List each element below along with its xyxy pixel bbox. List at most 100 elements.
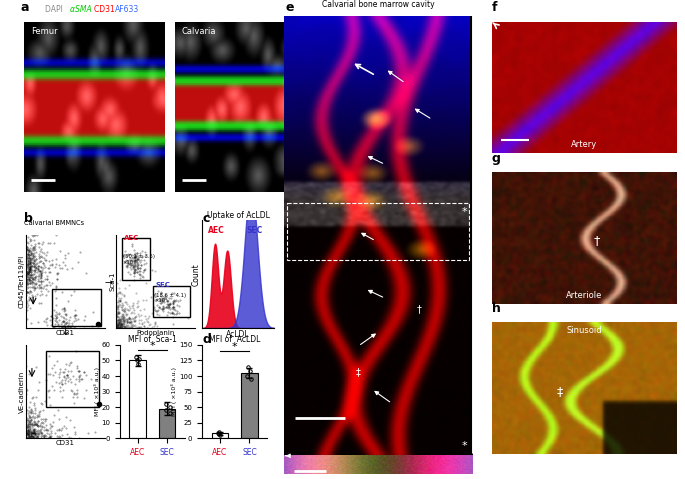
Point [36,433,47,441]
Point [22,246,33,253]
Point [50,255,61,263]
Point [28,426,39,433]
Point [138,322,149,330]
Point [65,434,76,442]
Point [137,247,148,255]
Point [132,249,142,257]
Point [113,302,124,310]
Point [158,297,169,305]
Point [119,317,130,324]
Point [113,308,124,316]
Point [122,318,133,325]
Point [167,303,178,310]
Point [136,323,147,331]
Point [69,390,80,398]
Point [31,272,42,280]
Point [75,376,86,383]
Point [52,426,63,434]
Point [119,293,129,300]
Point [162,301,173,309]
Point [21,423,32,431]
Text: f: f [492,0,497,13]
Point [29,276,40,284]
Text: †: † [416,305,421,315]
Point [28,258,39,265]
Point [142,319,153,326]
Point [128,247,139,254]
Point [34,426,45,433]
Point [38,415,49,422]
Point [117,316,128,323]
Point [115,317,126,325]
Point [134,264,145,272]
Point [112,308,123,316]
Point [115,315,126,323]
Point [120,305,131,312]
Point [21,427,32,434]
Point [166,289,177,297]
Point [122,316,133,323]
Point [130,261,141,268]
Point [23,259,34,266]
Point [159,291,170,299]
Point [173,309,184,317]
Point [65,291,76,299]
Point [130,252,141,260]
Point [172,307,183,314]
Point [122,315,133,322]
Point [123,314,134,322]
Point [60,251,71,259]
Point [117,321,128,329]
Point [21,279,32,287]
Point [26,433,37,440]
Point [114,288,125,296]
Point [65,379,76,387]
Point [60,310,71,318]
Point [132,268,142,275]
Point [85,376,96,383]
Point [25,261,36,268]
Point [121,318,132,326]
Point [35,425,46,433]
Point [29,426,40,433]
Point [62,321,73,329]
Point [36,428,47,436]
Point [64,324,75,331]
Point [122,306,133,314]
Point [22,246,33,253]
Point [24,265,35,273]
Point [30,281,41,288]
Point [57,380,68,388]
Point [23,273,34,281]
Point [23,257,34,264]
Point [26,431,37,438]
Point [32,262,43,270]
Point [40,256,51,264]
Point [21,427,32,434]
Point [25,426,36,433]
Point [116,303,127,311]
Point [70,311,81,319]
Point [25,420,36,428]
Point [21,254,32,262]
Point [143,312,154,319]
Point [34,408,45,415]
Point [32,421,43,429]
Point [58,323,69,331]
Point [112,297,123,304]
Point [23,421,34,428]
Point [25,276,36,284]
Point [71,375,82,383]
Point [120,247,131,255]
Point [23,429,34,436]
Point [112,324,123,331]
Point [115,320,126,328]
Point [29,274,40,281]
Point [71,347,82,355]
Point [24,253,35,261]
Point [125,315,136,322]
Point [151,310,162,318]
Point [38,406,49,413]
Point [111,319,122,326]
Point [86,322,97,330]
